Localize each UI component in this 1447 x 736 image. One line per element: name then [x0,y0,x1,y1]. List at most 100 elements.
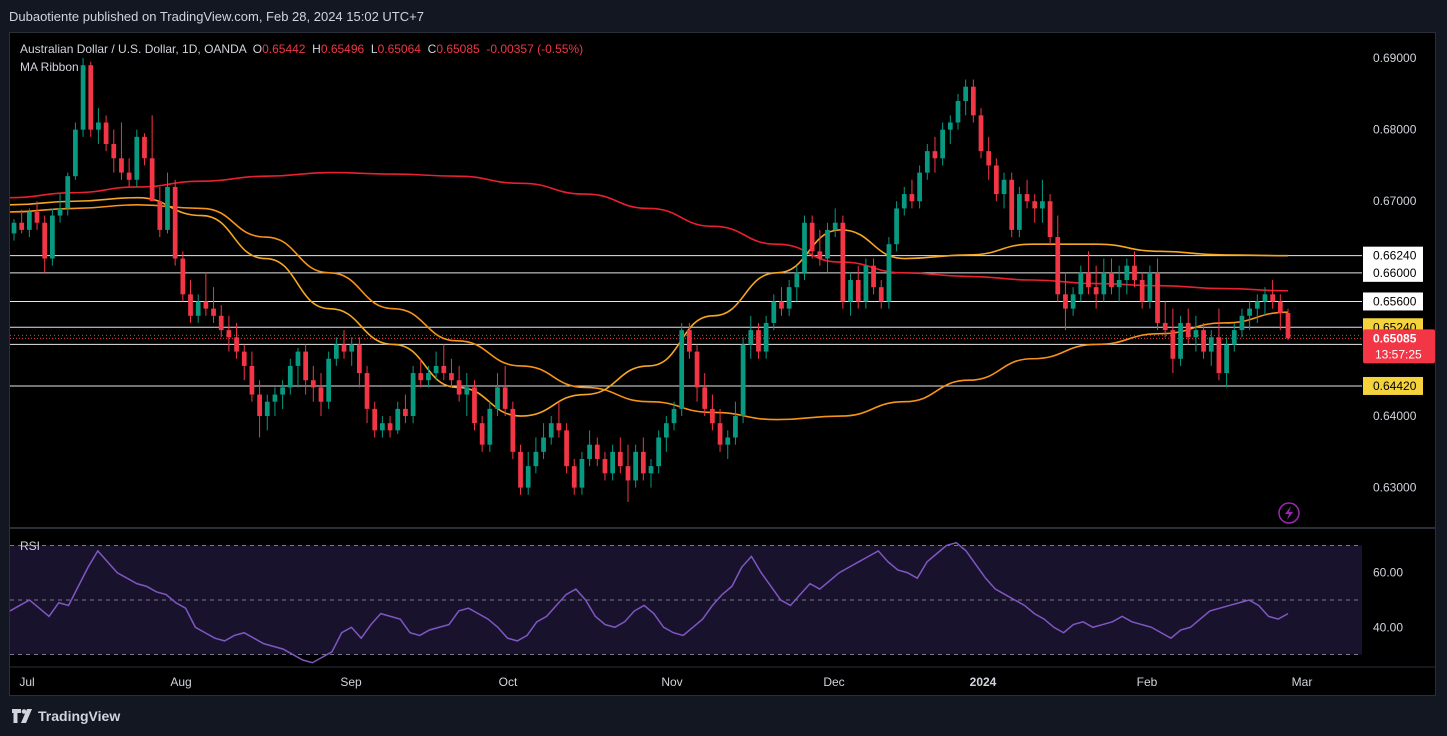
candle-body [541,437,546,452]
level-tag-label: 0.64420 [1373,379,1417,393]
candle-body [96,122,101,130]
candle-body [218,315,224,331]
candle-body [610,451,615,474]
candle-body [134,136,140,180]
rsi-pane: RSI 60.00 40.00 [9,527,1435,664]
candle-body [464,387,470,395]
indicator-name[interactable]: MA Ribbon [20,60,79,74]
time-tick-label: Jul [19,675,34,689]
ma-50-line [9,196,1289,417]
time-tick-label: Sep [340,675,362,689]
candle-body [809,222,815,252]
candle-body [333,344,339,359]
candle-body [1270,294,1276,302]
low-label: L [370,42,378,56]
candle-body [771,301,777,323]
close-label: C [427,42,437,56]
candle-body [280,387,285,395]
candle-body [617,451,623,467]
candle-body [234,337,239,352]
candle-body [1239,315,1245,331]
candle-body [479,423,485,445]
candle-body [794,272,800,288]
header-bar: Dubaotiente published on TradingView.com… [0,0,1447,32]
change-value: -0.00357 (-0.55%) [486,42,584,56]
time-tick-label: Oct [499,675,518,689]
candle-body [1262,294,1268,302]
level-tag [1363,376,1423,395]
candle-body [702,387,708,409]
candle-body [886,244,892,302]
candles [11,58,1291,502]
candle-body [1040,201,1045,209]
candle-body [510,408,516,452]
price-tick-label: 0.64000 [1373,409,1417,423]
candle-body [395,408,401,431]
low-value: 0.65064 [377,42,421,56]
level-tag [1363,292,1423,311]
candle-body [1155,272,1160,323]
candle-body [57,208,63,216]
candle-body [349,344,355,352]
candle-body [165,186,170,230]
candle-body [848,280,853,302]
candle-body [472,387,477,424]
last-price-label: 0.65085 [1373,331,1417,345]
candle-body [80,65,86,130]
candle-body [947,122,953,130]
rsi-label: RSI [20,539,40,553]
candle-body [671,408,677,424]
candle-body [318,387,324,402]
candle-body [364,373,370,409]
candle-body [1017,194,1022,230]
level-tag-label: 0.65600 [1373,294,1417,308]
level-tag-label: 0.66240 [1373,249,1417,263]
time-tick-label: Dec [823,675,844,689]
candle-body [733,416,738,438]
candle-body [725,437,731,445]
candle-body [341,344,347,352]
candle-body [548,423,554,438]
open-label: O [252,42,263,56]
candle-body [1063,294,1068,309]
tradingview-logo[interactable]: TradingView [12,708,120,724]
candle-body [142,136,147,159]
candle-body [1277,301,1283,313]
candle-body [295,351,301,366]
candle-body [111,143,117,159]
high-label: H [312,42,321,56]
moving-averages [9,171,1289,421]
candle-body [1231,330,1237,345]
candle-body [303,351,309,381]
candle-body [825,229,830,259]
candle-body [909,194,915,202]
candle-body [587,444,592,459]
candle-body [19,222,25,230]
candle-body [855,280,861,302]
candle-body [940,129,946,159]
candle-body [310,380,316,388]
candle-body [533,451,539,467]
candle-body [640,451,646,474]
level-tag [1363,246,1423,265]
candle-body [917,172,922,202]
candle-body [433,365,439,374]
candle-body [802,222,807,273]
high-value: 0.65496 [320,42,365,56]
candle-body [1285,312,1291,339]
candle-body [1116,280,1122,288]
candle-body [756,330,761,352]
candle-body [26,211,32,230]
rsi-tick-label: 40.00 [1373,620,1403,634]
candle-body [11,222,17,234]
candle-body [226,330,232,338]
price-tick-label: 0.69000 [1373,51,1417,65]
time-tick-label: Nov [661,675,682,689]
candle-body [993,165,999,195]
candle-body [1247,308,1252,316]
candle-body [195,301,201,316]
candle-body [456,380,462,395]
candle-body [871,265,876,288]
ohlc-line: Australian Dollar / U.S. Dollar, 1D, OAN… [20,40,583,58]
